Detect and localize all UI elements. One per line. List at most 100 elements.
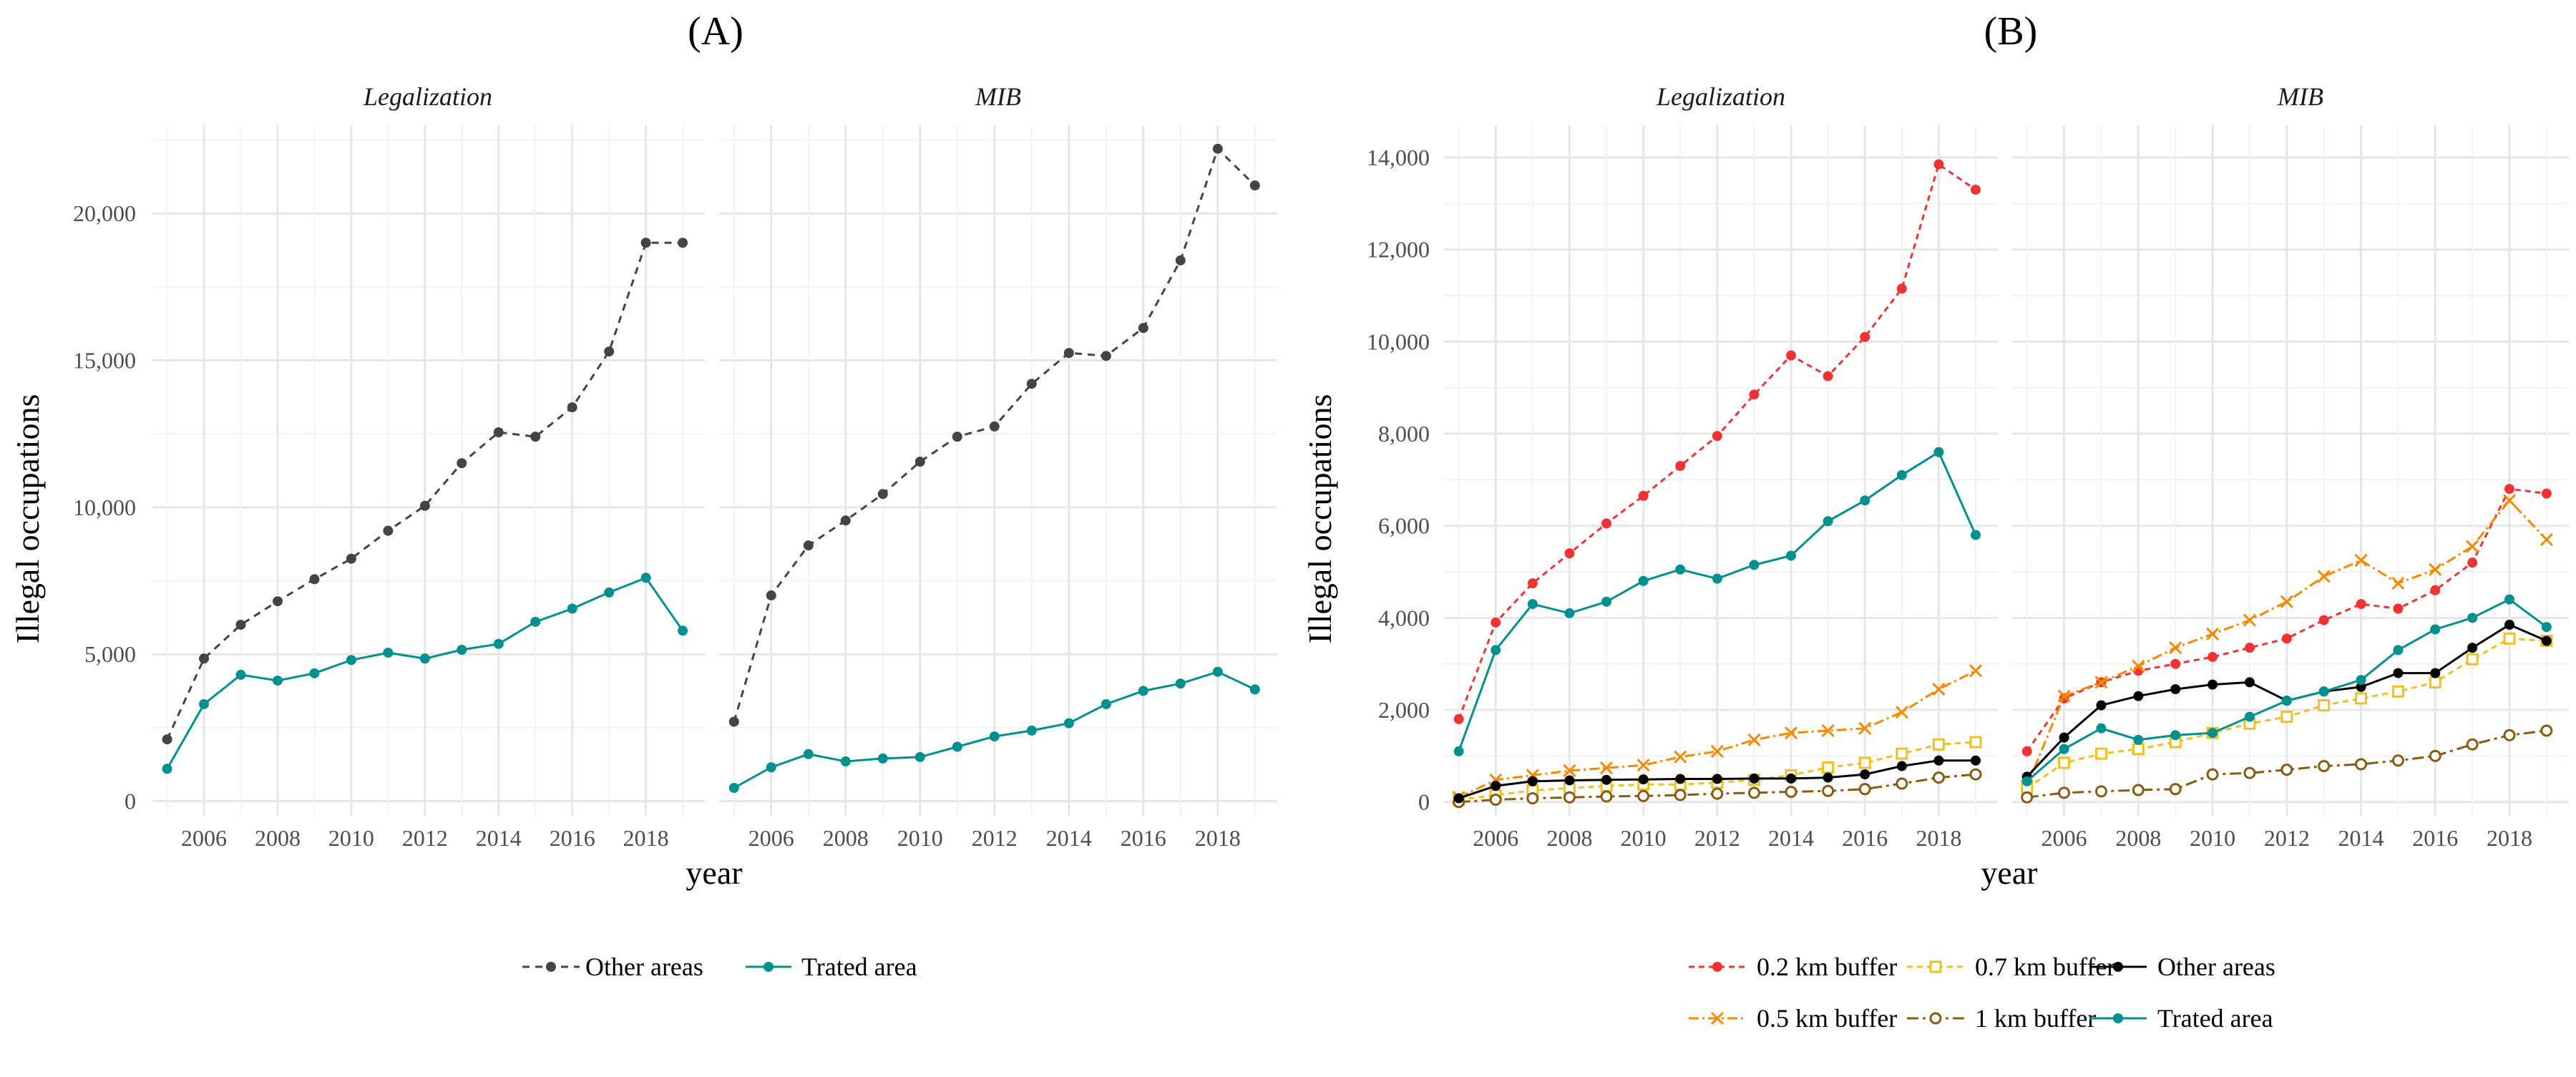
data-point-trated-area (1638, 575, 1649, 586)
data-point-1-km-buffer (1711, 787, 1724, 800)
data-point-trated-area (2281, 696, 2292, 706)
data-point-trated-area (2244, 711, 2255, 722)
data-point-1-km-buffer (1969, 768, 1982, 781)
data-point-1-km-buffer (2318, 760, 2331, 773)
series-line-0-7-km-buffer (1458, 741, 1976, 801)
data-point-trated-area (1786, 550, 1797, 561)
data-point-0-7-km-buffer (2466, 653, 2479, 666)
legend-key-point (1929, 1012, 1942, 1025)
series-0-2-km-buffer (1453, 159, 1981, 724)
data-point-0-7-km-buffer (2318, 699, 2331, 712)
x-axis-title-a: year (686, 854, 742, 891)
data-point-0-5-km-buffer (2057, 689, 2071, 703)
x-tick-label-a: 2010 (328, 825, 374, 851)
data-point-0-7-km-buffer (2391, 685, 2404, 698)
data-point-other-areas (914, 457, 925, 467)
data-point-0-2-km-buffer (1786, 350, 1797, 361)
y-tick-label-b: 2,000 (1378, 697, 1430, 723)
data-point-other-areas (419, 500, 430, 511)
data-point-trated-area (728, 782, 739, 793)
data-point-0-5-km-buffer (1968, 664, 1983, 678)
data-point-trated-area (2541, 622, 2552, 633)
legend-key-point (1929, 960, 1942, 973)
data-point-other-areas (766, 590, 776, 601)
data-point-0-5-km-buffer (1821, 723, 1835, 738)
data-point-other-areas (678, 238, 688, 248)
data-point-trated-area (199, 698, 210, 709)
data-point-other-areas (1971, 755, 1981, 766)
data-point-0-7-km-buffer (2503, 632, 2516, 645)
data-point-0-5-km-buffer (2466, 540, 2479, 553)
data-point-1-km-buffer (2466, 738, 2479, 751)
series-trated-area (1453, 447, 1981, 756)
data-point-other-areas (272, 596, 283, 607)
series-other-areas (162, 238, 688, 745)
data-point-1-km-buffer (1489, 793, 1502, 806)
data-point-other-areas (1527, 776, 1538, 786)
data-point-trated-area (2467, 613, 2478, 623)
legend-key-point (1712, 962, 1722, 972)
x-tick-label-b: 2012 (2264, 825, 2310, 851)
data-point-other-areas (567, 402, 577, 413)
data-point-trated-area (989, 731, 1000, 742)
legend-item-b-0-5-km-buffer: 0.5 km buffer (1689, 1004, 1897, 1033)
data-point-other-areas (1138, 323, 1148, 333)
data-point-trated-area (2430, 624, 2441, 635)
data-point-other-areas (199, 653, 210, 664)
data-point-1-km-buffer (2058, 786, 2071, 799)
y-tick-label-b: 8,000 (1378, 421, 1430, 447)
data-point-1-km-buffer (2094, 785, 2107, 798)
series-0-5-km-buffer (2020, 494, 2553, 793)
data-point-other-areas (162, 734, 172, 745)
data-point-1-km-buffer (1526, 792, 1539, 805)
panel-background (719, 125, 1277, 816)
data-point-0-2-km-buffer (1491, 617, 1501, 628)
data-point-0-2-km-buffer (1823, 371, 1833, 381)
data-point-0-2-km-buffer (2541, 488, 2552, 499)
data-point-other-areas (1749, 773, 1760, 784)
data-point-other-areas (1933, 755, 1944, 766)
strip-label-a-legalization: Legalization (363, 82, 492, 111)
legend-label-a-trated-area: Trated area (801, 952, 917, 981)
data-point-0-2-km-buffer (1712, 431, 1722, 442)
data-point-0-2-km-buffer (2356, 599, 2366, 610)
data-point-0-7-km-buffer (1896, 747, 1908, 760)
series-1-km-buffer (2021, 724, 2553, 804)
data-point-0-7-km-buffer (2280, 711, 2293, 723)
x-tick-label-b: 2010 (2190, 825, 2235, 851)
data-point-other-areas (309, 574, 320, 585)
x-tick-label-b: 2018 (1916, 825, 1961, 851)
legend-label-b-0-2-km-buffer: 0.2 km buffer (1757, 952, 1897, 981)
x-tick-label-a: 2018 (623, 825, 669, 851)
data-point-trated-area (1138, 686, 1148, 696)
x-tick-label-b: 2014 (2338, 825, 2384, 851)
x-tick-label-b: 2012 (1694, 825, 1740, 851)
data-point-1-km-buffer (2280, 764, 2293, 776)
data-point-other-areas (1712, 774, 1722, 784)
y-axis-title-b: Illegal occupations (1302, 394, 1338, 644)
data-point-1-km-buffer (2429, 749, 2441, 762)
panel-background (1444, 125, 1998, 816)
data-point-trated-area (1933, 447, 1944, 457)
data-point-0-2-km-buffer (1453, 713, 1464, 724)
data-point-0-2-km-buffer (1638, 490, 1649, 501)
data-point-0-5-km-buffer (2094, 676, 2108, 689)
x-tick-label-a: 2014 (1046, 825, 1092, 851)
data-point-other-areas (346, 553, 356, 564)
data-point-trated-area (840, 756, 851, 767)
data-point-0-2-km-buffer (1749, 389, 1760, 400)
data-point-other-areas (457, 458, 467, 469)
figure-tag-a: (A) (688, 9, 743, 54)
data-point-1-km-buffer (2169, 783, 2182, 796)
legend-item-b-1-km-buffer: 1 km buffer (1907, 1004, 2096, 1033)
data-point-0-5-km-buffer (2391, 577, 2405, 590)
data-point-other-areas (2541, 635, 2552, 646)
x-tick-label-b: 2018 (2487, 825, 2532, 851)
data-point-other-areas (1638, 774, 1649, 785)
data-point-0-7-km-buffer (1858, 756, 1871, 769)
legend-label-b-other-areas: Other areas (2157, 952, 2275, 981)
data-point-trated-area (877, 753, 888, 764)
data-point-1-km-buffer (2503, 728, 2516, 741)
data-point-trated-area (803, 749, 814, 759)
data-point-0-2-km-buffer (1564, 548, 1575, 559)
